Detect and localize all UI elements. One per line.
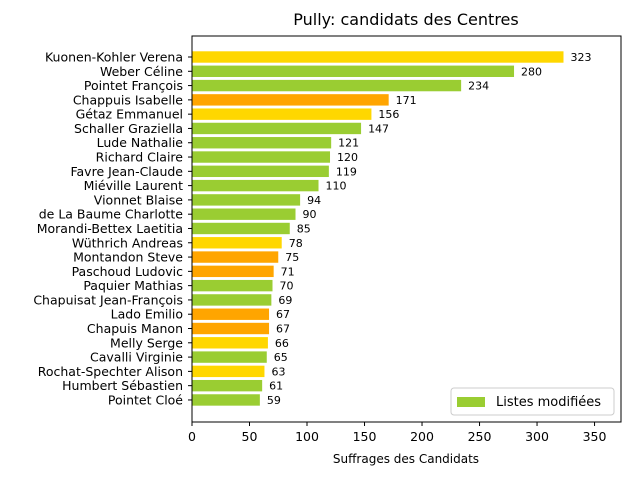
x-tick-label: 0 (188, 429, 196, 444)
bar (192, 122, 362, 135)
bar (192, 208, 296, 220)
category-label: Gétaz Emmanuel (76, 107, 183, 122)
category-label: Richard Claire (96, 150, 184, 165)
bar (192, 94, 389, 106)
bar (192, 79, 462, 92)
bar (192, 265, 274, 278)
x-tick-label: 300 (525, 429, 549, 444)
bar-value-label: 67 (276, 308, 290, 321)
category-label: Weber Céline (100, 64, 183, 79)
bar (192, 165, 329, 178)
bar (192, 337, 268, 349)
bar-value-label: 110 (326, 180, 347, 193)
bar (192, 279, 273, 292)
bar (192, 108, 372, 120)
category-label: Paquier Mathias (83, 278, 183, 293)
x-tick-label: 150 (353, 429, 377, 444)
bar-value-label: 171 (396, 94, 417, 107)
bar-value-label: 78 (289, 237, 303, 250)
bar-value-label: 121 (338, 137, 359, 150)
bars-layer (192, 51, 564, 406)
category-label: Vionnet Blaise (94, 192, 184, 207)
category-label: Montandon Steve (73, 250, 183, 265)
bar-value-label: 280 (521, 65, 542, 78)
bar-value-label: 71 (281, 265, 295, 278)
bar (192, 394, 260, 406)
category-label: Morandi-Bettex Laetitia (37, 221, 183, 236)
bar-value-label: 63 (271, 365, 285, 378)
category-label: Lado Emilio (111, 307, 183, 322)
bar-value-label: 323 (570, 51, 591, 64)
bar-value-label: 69 (278, 294, 292, 307)
category-label: Paschoud Ludovic (72, 264, 184, 279)
bar (192, 351, 267, 363)
bar-value-label: 147 (368, 122, 389, 135)
category-label: Pointet Cloé (108, 392, 183, 407)
x-tick-label: 100 (295, 429, 319, 444)
bar (192, 308, 270, 320)
category-label: Lude Nathalie (97, 135, 184, 150)
x-tick-label: 250 (468, 429, 492, 444)
category-label: Kuonen-Kohler Verena (45, 50, 183, 65)
bar (192, 137, 332, 149)
x-tick-label: 350 (583, 429, 607, 444)
bar (192, 51, 564, 63)
bar (192, 65, 515, 77)
bar (192, 294, 272, 306)
bar-value-label: 85 (297, 222, 311, 235)
chart-title: Pully: candidats des Centres (293, 10, 518, 29)
legend-swatch (457, 397, 485, 407)
bar (192, 251, 279, 263)
bar-value-label: 94 (307, 194, 321, 207)
x-axis-label: Suffrages des Candidats (333, 452, 479, 466)
bar-value-label: 119 (336, 165, 357, 178)
bar-value-label: 67 (276, 323, 290, 336)
category-label: Miéville Laurent (84, 178, 183, 193)
bar-value-label: 90 (303, 208, 317, 221)
x-ticks-layer: 0 50 100 150 200 250 300 350 (188, 422, 607, 444)
bar-value-label: 66 (275, 337, 289, 350)
bar (192, 379, 263, 392)
category-label: de La Baume Charlotte (39, 207, 184, 222)
category-label: Pointet François (84, 78, 183, 93)
bar (192, 179, 319, 192)
plot-frame (191, 35, 622, 423)
legend-frame (450, 387, 615, 416)
category-label: Chapuis Manon (87, 321, 183, 336)
category-label: Wüthrich Andreas (72, 235, 183, 250)
bar (192, 151, 331, 163)
bar-value-label: 120 (337, 151, 358, 164)
x-tick-label: 200 (410, 429, 434, 444)
category-label: Favre Jean-Claude (70, 164, 183, 179)
bar-value-label: 156 (378, 108, 399, 121)
x-tick-label: 50 (242, 429, 258, 444)
bar-value-label: 65 (274, 351, 288, 364)
bar (192, 237, 282, 249)
bar-value-label: 59 (267, 394, 281, 407)
legend-label: Listes modifiées (496, 395, 601, 410)
bar-value-label: 70 (280, 280, 294, 293)
bar (192, 222, 290, 235)
category-label: Cavalli Virginie (90, 350, 183, 365)
category-label: Melly Serge (110, 335, 183, 350)
bar-value-label: 234 (468, 80, 489, 93)
category-label: Humbert Sébastien (62, 378, 183, 393)
bar (192, 322, 270, 335)
category-label: Chapuisat Jean-François (33, 292, 183, 307)
category-label: Rochat-Spechter Alison (38, 364, 183, 379)
bar-value-label: 75 (285, 251, 299, 264)
bar (192, 365, 265, 378)
legend: Listes modifiées (450, 387, 615, 416)
category-label: Chappuis Isabelle (73, 92, 183, 107)
bar-value-label: 61 (269, 380, 283, 393)
category-label: Schaller Graziella (74, 121, 183, 136)
bar (192, 194, 301, 206)
